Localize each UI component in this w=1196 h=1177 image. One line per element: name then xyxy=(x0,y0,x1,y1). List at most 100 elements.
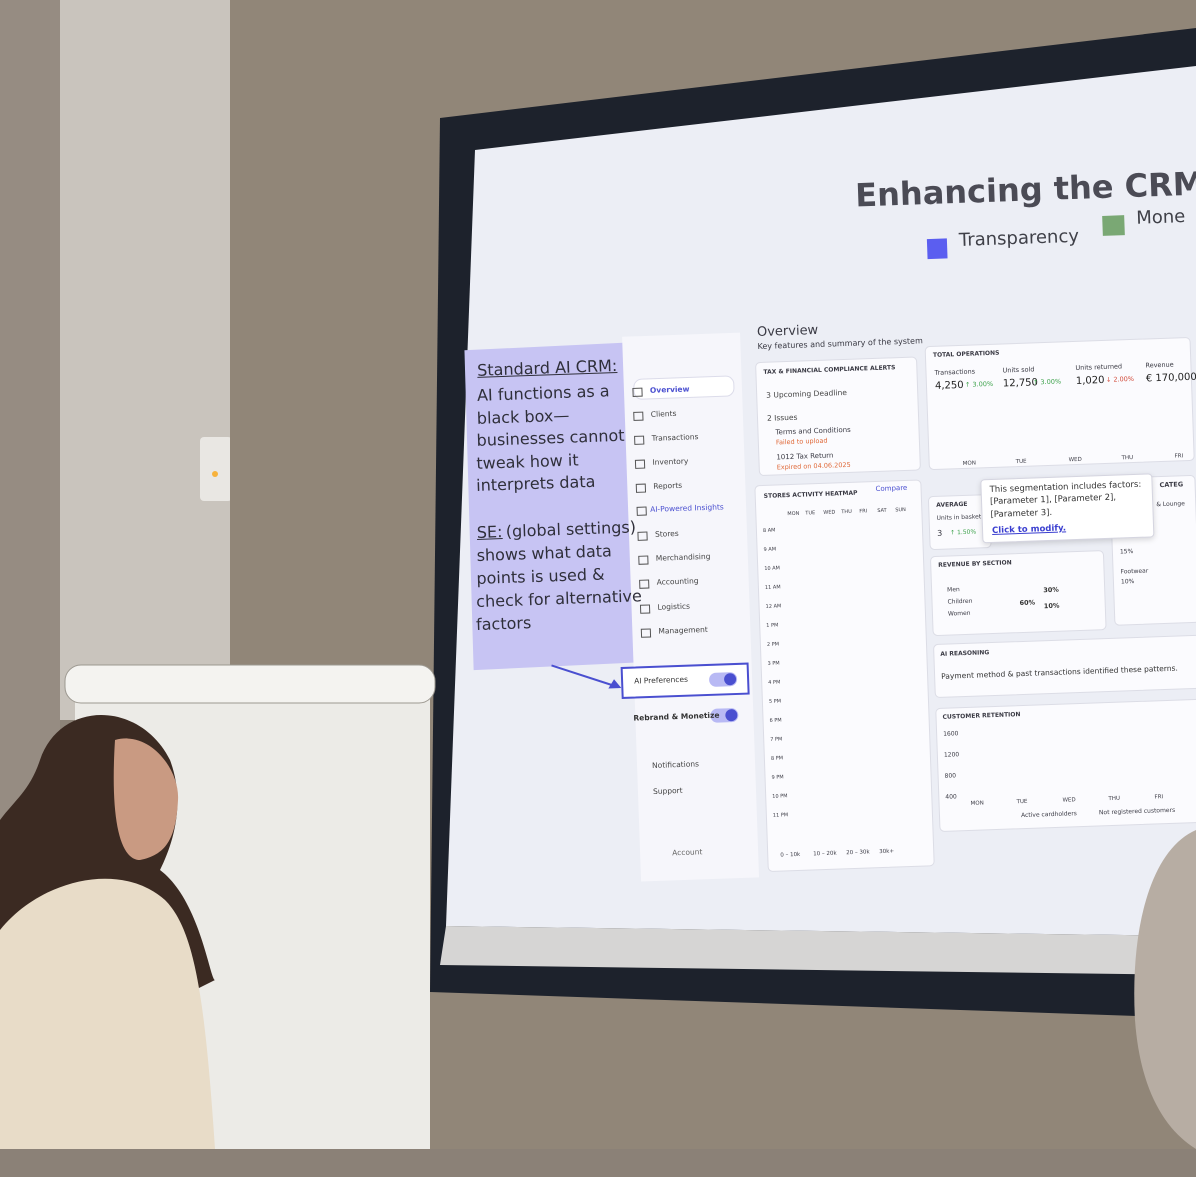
axis-label: THU xyxy=(841,508,852,516)
axis-label: 8 AM xyxy=(762,527,776,534)
axis-label: SUN xyxy=(895,506,906,514)
sidebar-icon xyxy=(636,506,647,516)
axis-label: FRI xyxy=(859,508,868,515)
axis-label: 400 xyxy=(945,793,957,801)
axis-label: THU xyxy=(1121,455,1134,462)
category-label: & Lounge xyxy=(1156,500,1185,509)
axis-label: 11 PM xyxy=(772,812,789,819)
axis-label: MON xyxy=(787,510,800,518)
axis-label: TUE xyxy=(805,510,816,517)
axis-label: FRI xyxy=(1174,453,1184,460)
sidebar-icon xyxy=(638,555,649,565)
sidebar-icon xyxy=(634,435,645,445)
callout-line: black box— xyxy=(476,405,570,428)
axis-label: 2 PM xyxy=(766,641,780,648)
metric-change: ↑ 3.00% xyxy=(964,379,994,389)
card-title: Categ xyxy=(1159,480,1184,490)
sidebar-item[interactable]: Support xyxy=(652,785,683,796)
axis-label: 8 PM xyxy=(770,755,784,762)
axis-label: WED xyxy=(1068,456,1082,464)
face xyxy=(113,738,179,860)
sensor-light xyxy=(212,471,218,477)
alert-line: 2 Issues xyxy=(766,412,798,423)
legend-swatch xyxy=(1102,215,1125,236)
sidebar-item[interactable]: Account xyxy=(671,847,703,858)
category-label: Footwear xyxy=(1120,567,1149,576)
legend-label: 0 – 10k xyxy=(780,851,801,859)
axis-label: 11 AM xyxy=(764,584,781,591)
tooltip-text: This segmentation includes factors: [Par… xyxy=(989,479,1142,520)
sweater xyxy=(0,878,215,1149)
sidebar xyxy=(622,332,760,882)
legend-label: 30k+ xyxy=(879,848,895,856)
axis-label: 7 PM xyxy=(770,736,783,743)
axis-label: FRI xyxy=(1154,794,1164,801)
axis-label: 1200 xyxy=(943,751,960,759)
axis-label: WED xyxy=(823,509,836,516)
pie-label: 60% xyxy=(1019,598,1036,608)
sidebar-icon xyxy=(632,387,643,397)
pie-label: 30% xyxy=(1043,585,1059,595)
sidebar-icon xyxy=(639,604,651,614)
sidebar-item[interactable]: Accounting xyxy=(656,576,699,587)
axis-label: 10 AM xyxy=(764,565,781,572)
sidebar-icon xyxy=(635,483,647,493)
metric-value: 1,020 xyxy=(1075,374,1105,387)
sidebar-item[interactable]: Stores xyxy=(654,528,679,539)
sidebar-icon xyxy=(640,628,652,638)
pie-label: 10% xyxy=(1043,601,1060,611)
axis-label: WED xyxy=(1062,797,1076,804)
photo: Enhancing the CRM Transparency Mone Standar… xyxy=(0,0,1196,1149)
metric-change: ↑ 3.00% xyxy=(1032,377,1062,387)
sidebar-item[interactable]: Clients xyxy=(650,408,677,419)
metric-label: Revenue xyxy=(1145,360,1174,370)
category-label: 10% xyxy=(1120,578,1135,586)
metric-label: Units sold xyxy=(1002,365,1035,375)
toggle-knob xyxy=(724,673,737,686)
sidebar-icon xyxy=(633,411,644,421)
toggle-knob xyxy=(725,709,738,722)
sidebar-item[interactable]: Management xyxy=(658,624,708,636)
sensor xyxy=(200,437,232,501)
legend-label: Children xyxy=(947,597,973,606)
axis-label: 4 PM xyxy=(768,679,781,686)
sidebar-item[interactable]: Notifications xyxy=(651,759,700,770)
metric-value: 3 xyxy=(936,528,943,538)
axis-label: 12 AM xyxy=(765,603,782,610)
metric-value: 4,250 xyxy=(934,379,964,392)
sidebar-icon xyxy=(637,531,648,541)
sidebar-item[interactable]: Inventory xyxy=(652,456,689,467)
callout-box xyxy=(464,342,640,671)
sidebar-item[interactable]: Overview xyxy=(649,384,690,395)
legend-label: 20 – 30k xyxy=(846,849,870,857)
card-title: Average xyxy=(936,500,968,509)
axis-label: 9 PM xyxy=(771,774,784,781)
callout-line: interprets data xyxy=(475,471,596,495)
axis-label: TUE xyxy=(1015,458,1027,466)
axis-label: SAT xyxy=(877,507,887,514)
callout-line: tweak how it xyxy=(476,449,579,473)
section-title: Overview xyxy=(756,322,819,341)
axis-label: 1600 xyxy=(943,730,959,738)
axis-label: 9 AM xyxy=(763,546,777,553)
sidebar-item[interactable]: Reports xyxy=(653,480,683,491)
sidebar-icon xyxy=(639,579,650,589)
axis-label: 6 PM xyxy=(769,717,782,724)
legend-label: Mone xyxy=(1135,206,1186,229)
legend-label: Transparency xyxy=(958,225,1080,251)
legend-label: Women xyxy=(947,609,971,618)
sidebar-item[interactable]: Transactions xyxy=(651,432,699,443)
callout-line: factors xyxy=(475,613,532,635)
axis-label: 5 PM xyxy=(768,698,782,705)
legend-swatch xyxy=(926,238,948,260)
legend-label: 10 – 20k xyxy=(813,850,837,858)
compare-button[interactable]: Compare xyxy=(875,483,908,494)
highlight-box xyxy=(620,662,750,700)
metric-value: € 170,000 xyxy=(1145,371,1196,385)
sidebar-item[interactable]: Logistics xyxy=(657,601,691,612)
axis-label: THU xyxy=(1108,795,1121,803)
category-label: 15% xyxy=(1119,548,1134,556)
axis-label: MON xyxy=(962,460,977,467)
axis-label: MON xyxy=(970,800,984,807)
